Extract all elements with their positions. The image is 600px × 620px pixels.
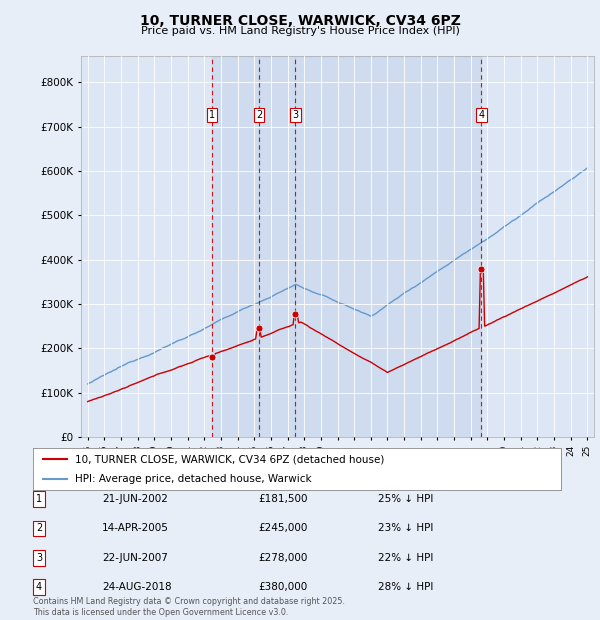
Bar bbox=[212, 56, 259, 437]
Text: Price paid vs. HM Land Registry's House Price Index (HPI): Price paid vs. HM Land Registry's House … bbox=[140, 26, 460, 36]
Text: 23% ↓ HPI: 23% ↓ HPI bbox=[378, 523, 433, 533]
Text: 1: 1 bbox=[209, 110, 215, 120]
Text: 10, TURNER CLOSE, WARWICK, CV34 6PZ (detached house): 10, TURNER CLOSE, WARWICK, CV34 6PZ (det… bbox=[75, 454, 385, 464]
Text: 22-JUN-2007: 22-JUN-2007 bbox=[102, 553, 168, 563]
Bar bbox=[259, 56, 295, 437]
Text: £278,000: £278,000 bbox=[258, 553, 307, 563]
Text: 22% ↓ HPI: 22% ↓ HPI bbox=[378, 553, 433, 563]
Bar bbox=[295, 56, 481, 437]
Text: 3: 3 bbox=[36, 553, 42, 563]
Text: 3: 3 bbox=[292, 110, 298, 120]
Text: 10, TURNER CLOSE, WARWICK, CV34 6PZ: 10, TURNER CLOSE, WARWICK, CV34 6PZ bbox=[140, 14, 460, 28]
Text: 24-AUG-2018: 24-AUG-2018 bbox=[102, 582, 172, 592]
Text: £181,500: £181,500 bbox=[258, 494, 308, 504]
Text: 14-APR-2005: 14-APR-2005 bbox=[102, 523, 169, 533]
Text: 1: 1 bbox=[36, 494, 42, 504]
Text: 2: 2 bbox=[256, 110, 262, 120]
Text: £245,000: £245,000 bbox=[258, 523, 307, 533]
Text: 4: 4 bbox=[478, 110, 484, 120]
Text: £380,000: £380,000 bbox=[258, 582, 307, 592]
Text: 4: 4 bbox=[36, 582, 42, 592]
Text: 21-JUN-2002: 21-JUN-2002 bbox=[102, 494, 168, 504]
Text: Contains HM Land Registry data © Crown copyright and database right 2025.
This d: Contains HM Land Registry data © Crown c… bbox=[33, 598, 345, 617]
Text: 28% ↓ HPI: 28% ↓ HPI bbox=[378, 582, 433, 592]
Text: HPI: Average price, detached house, Warwick: HPI: Average price, detached house, Warw… bbox=[75, 474, 312, 484]
Text: 2: 2 bbox=[36, 523, 42, 533]
Text: 25% ↓ HPI: 25% ↓ HPI bbox=[378, 494, 433, 504]
